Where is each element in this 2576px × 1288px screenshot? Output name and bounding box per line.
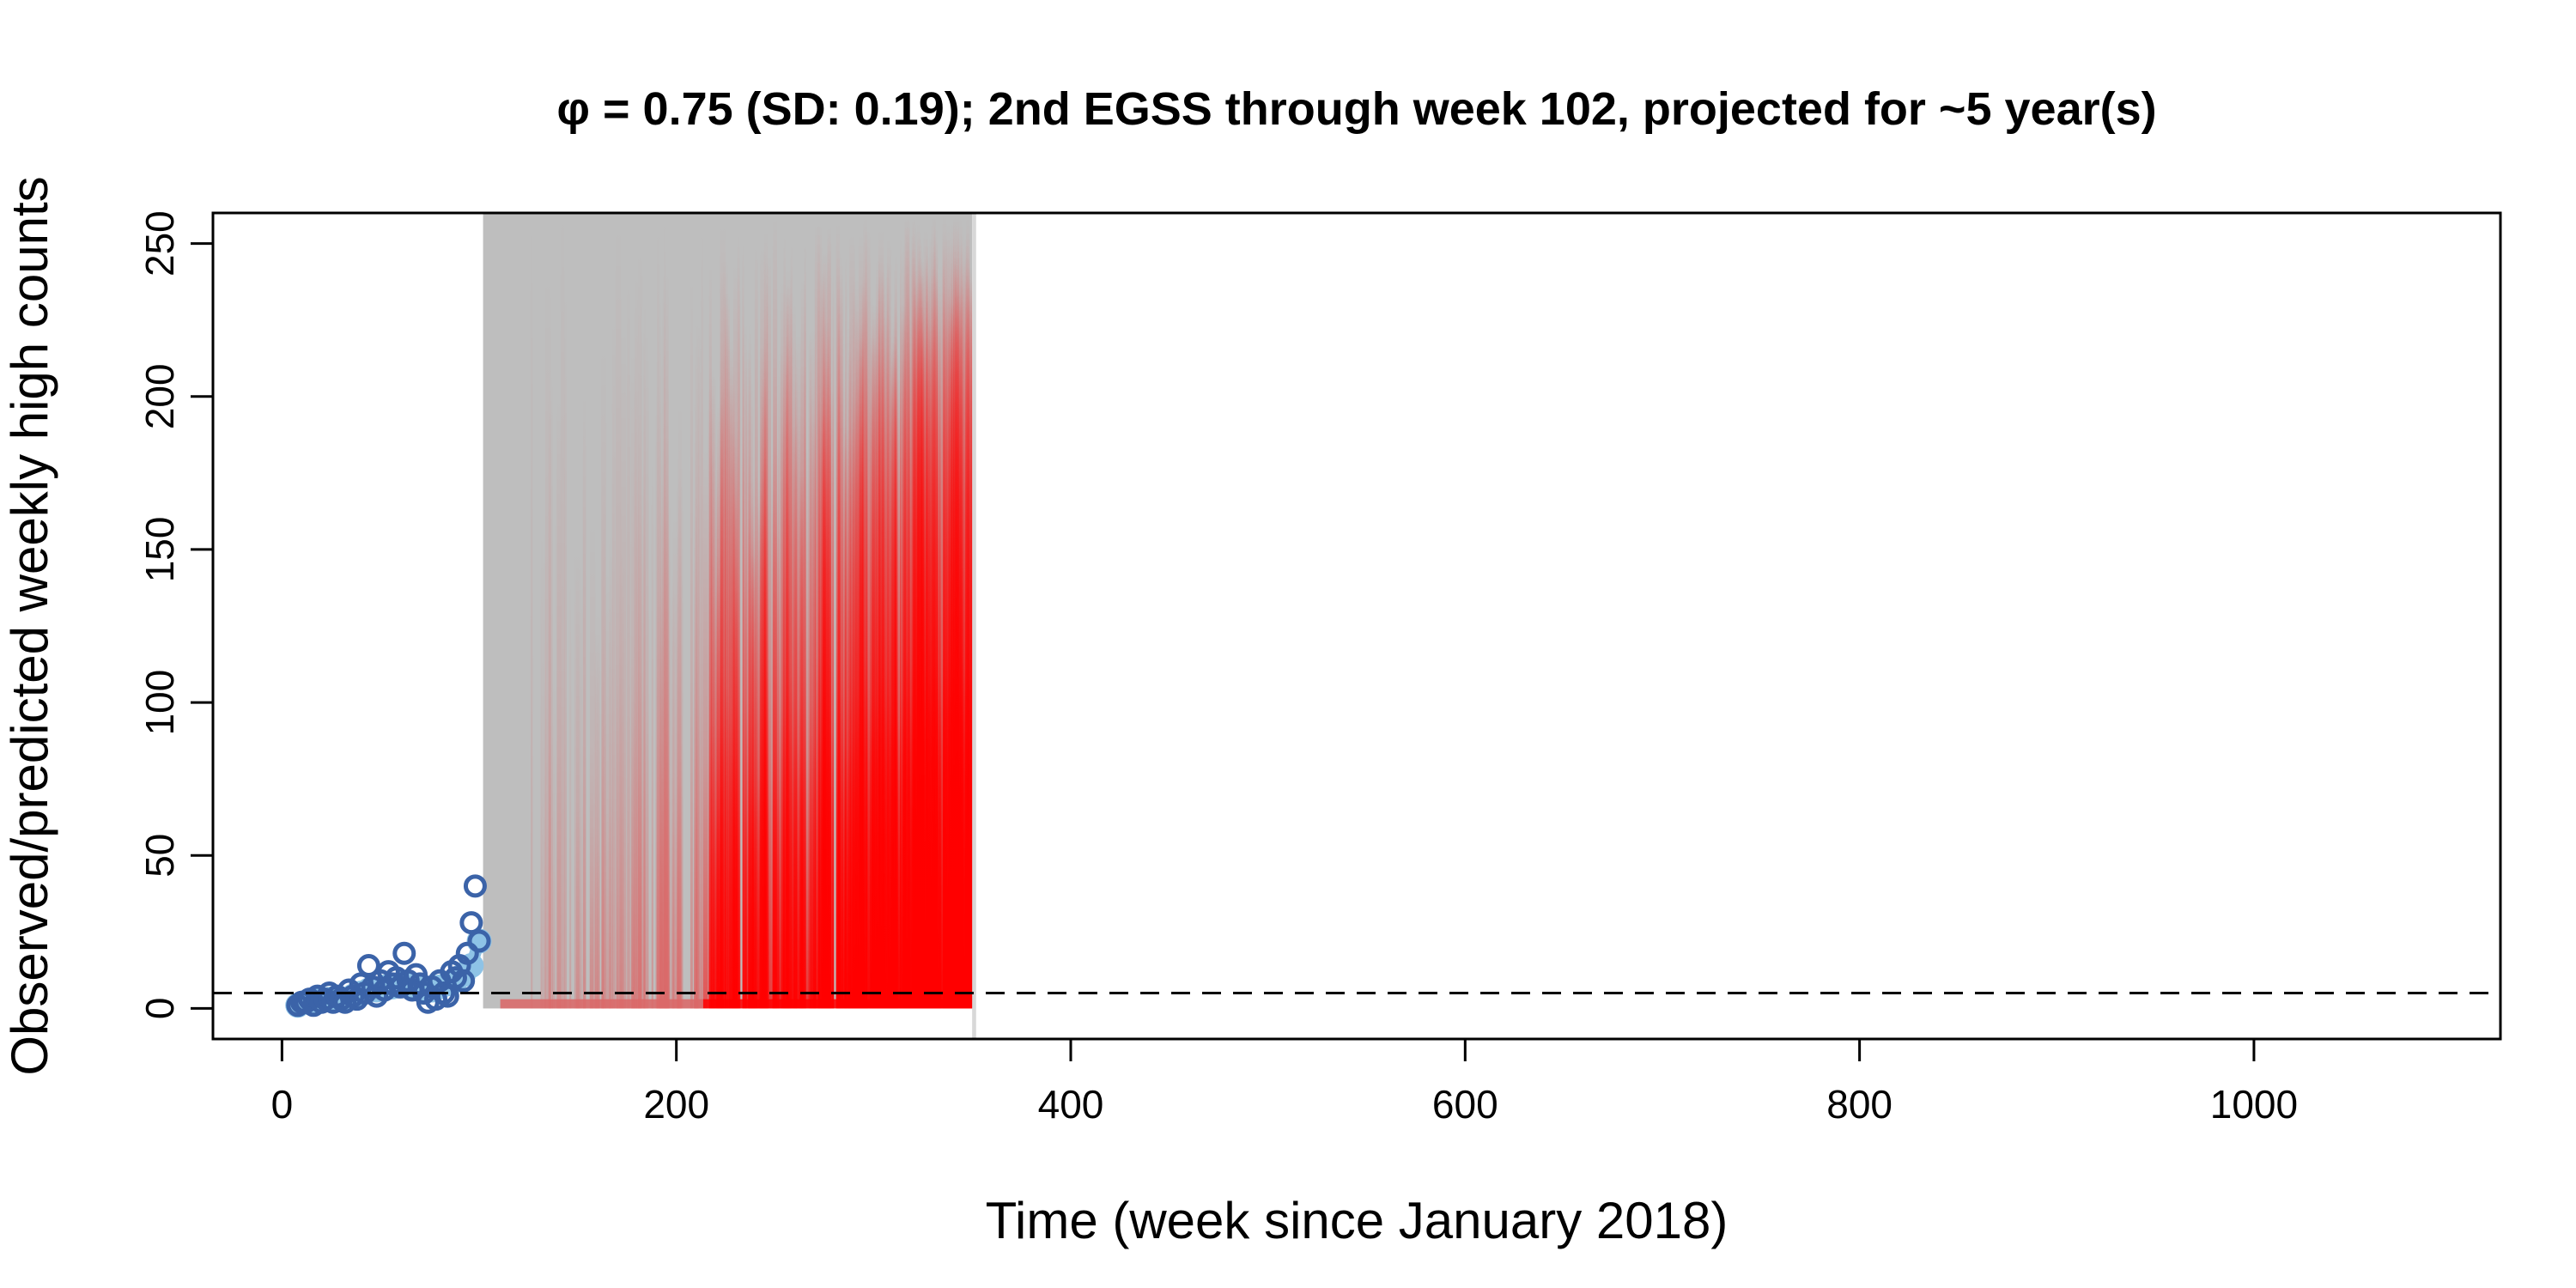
projection-trajectory: [742, 434, 745, 1009]
projection-trajectory: [795, 404, 801, 1009]
y-axis-label: Observed/predicted weekly high counts: [1, 176, 58, 1075]
projection-trajectory: [894, 286, 897, 1009]
x-tick-label: 200: [643, 1082, 709, 1127]
projection-trajectory: [920, 258, 926, 1009]
projection-trajectory: [810, 395, 817, 1009]
y-tick-label: 0: [137, 998, 182, 1020]
projection-trajectory: [729, 370, 736, 1009]
y-tick-label: 100: [137, 670, 182, 736]
observed-point: [463, 874, 487, 898]
projection-trajectory: [865, 227, 871, 1009]
projection-trajectory: [877, 283, 879, 1009]
y-tick-label: 150: [137, 517, 182, 583]
projection-trajectory: [766, 252, 772, 1009]
projection-trajectory: [884, 274, 888, 1009]
projection-trajectory: [733, 483, 738, 1009]
projection-trajectory: [846, 426, 852, 1009]
projection-trajectory: [756, 478, 762, 1009]
projection-trajectory: [890, 349, 894, 1009]
projection-trajectory: [783, 234, 787, 1009]
observed-point: [435, 984, 459, 1008]
projection-trajectory: [917, 313, 920, 1009]
projection-trajectory: [911, 233, 916, 1009]
projection-trajectory: [867, 334, 874, 1009]
projection-trajectory: [964, 236, 969, 1009]
projection-grey-overlay: [483, 213, 703, 1009]
projection-trajectory: [821, 272, 824, 1009]
projection-trajectory: [900, 235, 902, 1009]
x-axis-label: Time (week since January 2018): [986, 1192, 1728, 1249]
projection-trajectory: [951, 283, 955, 1009]
y-tick-label: 50: [137, 834, 182, 878]
x-tick-label: 400: [1038, 1082, 1104, 1127]
projection-trajectory: [928, 265, 934, 1009]
projection-trajectory: [859, 423, 865, 1009]
projection-trajectory: [845, 253, 848, 1009]
projection-trajectory: [872, 301, 878, 1009]
chart-title: φ = 0.75 (SD: 0.19); 2nd EGSS through we…: [556, 83, 2156, 135]
projection-trajectory: [800, 361, 806, 1009]
observed-point: [356, 953, 380, 977]
observed-point: [467, 929, 491, 953]
projection-trajectory: [942, 214, 947, 1009]
projection-trajectory: [908, 290, 911, 1009]
projection-red-base: [500, 999, 973, 1009]
y-axis: 0 50 100 150 200 250: [137, 210, 213, 1019]
observed-point: [392, 941, 416, 965]
projection-trajectory: [751, 467, 757, 1009]
observed-point: [455, 941, 479, 965]
projection-trajectory: [886, 258, 889, 1009]
x-tick-label: 600: [1432, 1082, 1498, 1127]
x-tick-label: 0: [271, 1082, 294, 1127]
projection-trajectory: [841, 424, 847, 1009]
projection-trajectory: [850, 419, 856, 1009]
projection-trajectory: [918, 272, 922, 1009]
projection-trajectory: [958, 216, 963, 1009]
projection-trajectory: [792, 406, 794, 1009]
projection-tail: [972, 213, 976, 1039]
projection-trajectory: [935, 270, 940, 1009]
projection-trajectory: [805, 447, 810, 1009]
projection-trajectory: [823, 318, 829, 1009]
y-tick-label: 250: [137, 210, 182, 276]
projection-trajectory: [770, 459, 775, 1009]
projection-trajectory: [773, 441, 779, 1009]
projection-trajectory: [722, 256, 728, 1009]
x-axis: 0 200 400 600 800 1000: [271, 1037, 2298, 1127]
x-tick-label: 1000: [2210, 1082, 2298, 1127]
observed-point: [459, 911, 483, 935]
projection-trajectory: [763, 228, 769, 1009]
projection-trajectory: [744, 562, 748, 1009]
x-tick-label: 800: [1826, 1082, 1893, 1127]
projection-trajectory: [702, 447, 708, 1009]
projection-trajectory: [963, 257, 967, 1009]
projection-trajectory: [938, 325, 940, 1009]
projection-trajectory: [837, 275, 844, 1009]
projection-trajectory: [778, 348, 784, 1009]
projection-trajectory: [915, 267, 918, 1009]
projection-trajectory: [709, 364, 715, 1009]
y-tick-label: 200: [137, 363, 182, 429]
projection-trajectory: [895, 377, 901, 1009]
projection-trajectory: [762, 519, 766, 1009]
projection-trajectory: [925, 342, 928, 1009]
projection-trajectory: [953, 258, 957, 1009]
projection-trajectory: [950, 259, 953, 1009]
projection-trajectory: [720, 354, 725, 1009]
projection-trajectory: [829, 387, 835, 1009]
projection-trajectory: [832, 270, 835, 1009]
projection-trajectory: [902, 241, 906, 1009]
projection-trajectory: [814, 222, 821, 1009]
projection-trajectory: [749, 537, 755, 1009]
observed-point: [452, 969, 476, 993]
projection-trajectory: [854, 295, 859, 1009]
projection-trajectory: [713, 592, 717, 1009]
projection-trajectory: [715, 568, 721, 1009]
projection-trajectory: [945, 286, 950, 1009]
projection-trajectory: [787, 478, 790, 1009]
projection-trajectory: [878, 228, 884, 1009]
projection-band: [483, 213, 976, 1039]
